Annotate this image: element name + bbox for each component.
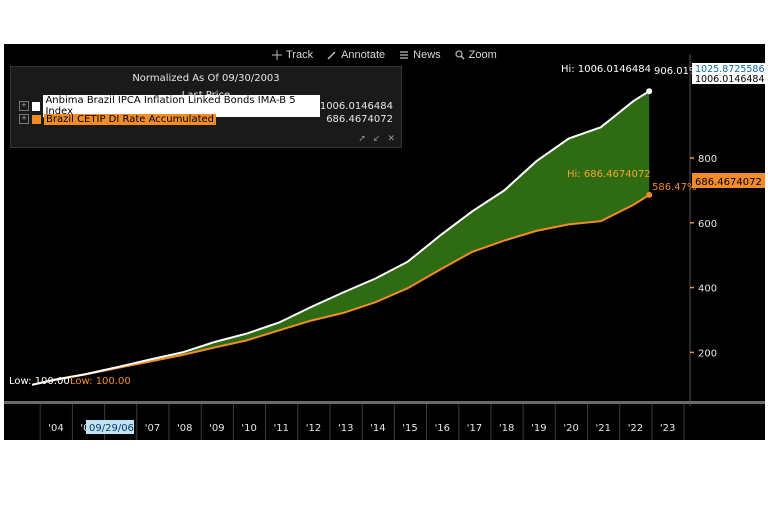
date-marker-bg <box>86 420 134 434</box>
x-tick-label: '20 <box>563 423 578 434</box>
hi-ipca-label: Hi: 1006.0146484 <box>561 64 651 75</box>
expand-icon[interactable]: + <box>19 114 29 124</box>
x-tick-label: '22 <box>628 423 643 434</box>
x-tick-label: '16 <box>435 423 450 434</box>
x-tick-label: '14 <box>370 423 385 434</box>
x-tick-label: '18 <box>499 423 514 434</box>
annotate-label: Annotate <box>341 49 386 61</box>
low-ipca-label: Low: 100.00 <box>9 376 70 387</box>
track-label: Track <box>286 49 314 61</box>
legend-title: Normalized As Of 09/30/2003 <box>132 73 280 84</box>
legend-cdi-value: 686.4674072 <box>326 113 393 125</box>
x-tick-label: '17 <box>467 423 482 434</box>
low-cdi-label: Low: 100.00 <box>70 376 131 387</box>
collapse-icon[interactable]: ↙ <box>372 134 381 144</box>
cdi-price-tag: 686.4674072 <box>695 177 762 188</box>
hi-cdi-label: Hi: 686.4674072 <box>567 169 651 180</box>
ipca-swatch <box>31 101 41 111</box>
x-tick-label: '21 <box>596 423 611 434</box>
legend-tools: ➚ ↙ ✕ <box>358 134 395 144</box>
x-axis-bar <box>4 401 765 404</box>
ipca-end-marker <box>646 88 653 95</box>
zoom-button[interactable]: Zoom <box>455 49 497 61</box>
x-tick-label: '07 <box>145 423 160 434</box>
pin-icon[interactable]: ➚ <box>358 134 366 144</box>
ipca-price-tag-bottom: 1006.0146484 <box>695 74 765 85</box>
expand-icon[interactable]: + <box>19 101 29 111</box>
news-button[interactable]: News <box>399 49 441 61</box>
track-button[interactable]: Track <box>272 49 313 61</box>
close-icon[interactable]: ✕ <box>387 134 395 144</box>
chart-frame: Track Annotate News Zoom 200 400 600 800 '0… <box>4 44 765 440</box>
legend-ipca-value: 1006.0146484 <box>319 100 393 112</box>
date-marker-label: 09/29/06 <box>89 423 134 434</box>
y-tick-label: 400 <box>698 284 717 295</box>
ipca-price-tag-bottom-bg <box>692 74 765 84</box>
news-label: News <box>413 49 441 61</box>
pencil-icon <box>327 51 336 60</box>
pct-ipca-label: 906.01% <box>654 66 699 77</box>
annotate-button[interactable]: Annotate <box>327 49 385 61</box>
y-tick-label: 200 <box>698 348 717 359</box>
y-tick-label: 600 <box>698 219 717 230</box>
ipca-series-line <box>31 90 650 386</box>
y-tick-label: 800 <box>698 154 717 165</box>
chart-toolbar: Track Annotate News Zoom <box>272 44 497 66</box>
x-tick-label: '08 <box>177 423 192 434</box>
legend-cdi-name: Brazil CETIP DI Rate Accumulated <box>44 113 216 125</box>
legend-panel: Normalized As Of 09/30/2003 Last Price +… <box>10 66 402 148</box>
cdi-price-tag-bg <box>692 173 765 188</box>
x-tick-label: '12 <box>306 423 321 434</box>
legend-row-cdi[interactable]: + Brazil CETIP DI Rate Accumulated 686.4… <box>19 113 393 125</box>
x-tick-label: '11 <box>274 423 289 434</box>
x-tick-label: '15 <box>402 423 417 434</box>
zoom-label: Zoom <box>468 49 497 61</box>
grid-layer <box>39 404 685 440</box>
x-tick-label: '09 <box>209 423 224 434</box>
x-tick-label: '23 <box>660 423 675 434</box>
legend-row-ipca[interactable]: + Anbima Brazil IPCA Inflation Linked Bo… <box>19 95 393 117</box>
x-tick-label: '19 <box>531 423 546 434</box>
crosshair-icon <box>272 50 282 60</box>
cdi-end-marker <box>646 191 653 198</box>
ipca-price-tag-top-bg <box>692 63 765 74</box>
cdi-series-line <box>31 194 650 386</box>
legend-ipca-name: Anbima Brazil IPCA Inflation Linked Bond… <box>43 95 320 117</box>
pct-cdi-label: 586.47% <box>652 182 697 193</box>
x-tick-label: '13 <box>338 423 353 434</box>
magnifier-icon <box>455 50 465 60</box>
x-tick-label: '10 <box>241 423 256 434</box>
news-icon <box>400 51 409 59</box>
cdi-swatch <box>32 114 41 124</box>
ipca-price-tag-top: 1025.8725586 <box>695 64 765 75</box>
x-tick-label: '04 <box>48 423 63 434</box>
y-axis: 200 400 600 800 <box>689 54 717 406</box>
